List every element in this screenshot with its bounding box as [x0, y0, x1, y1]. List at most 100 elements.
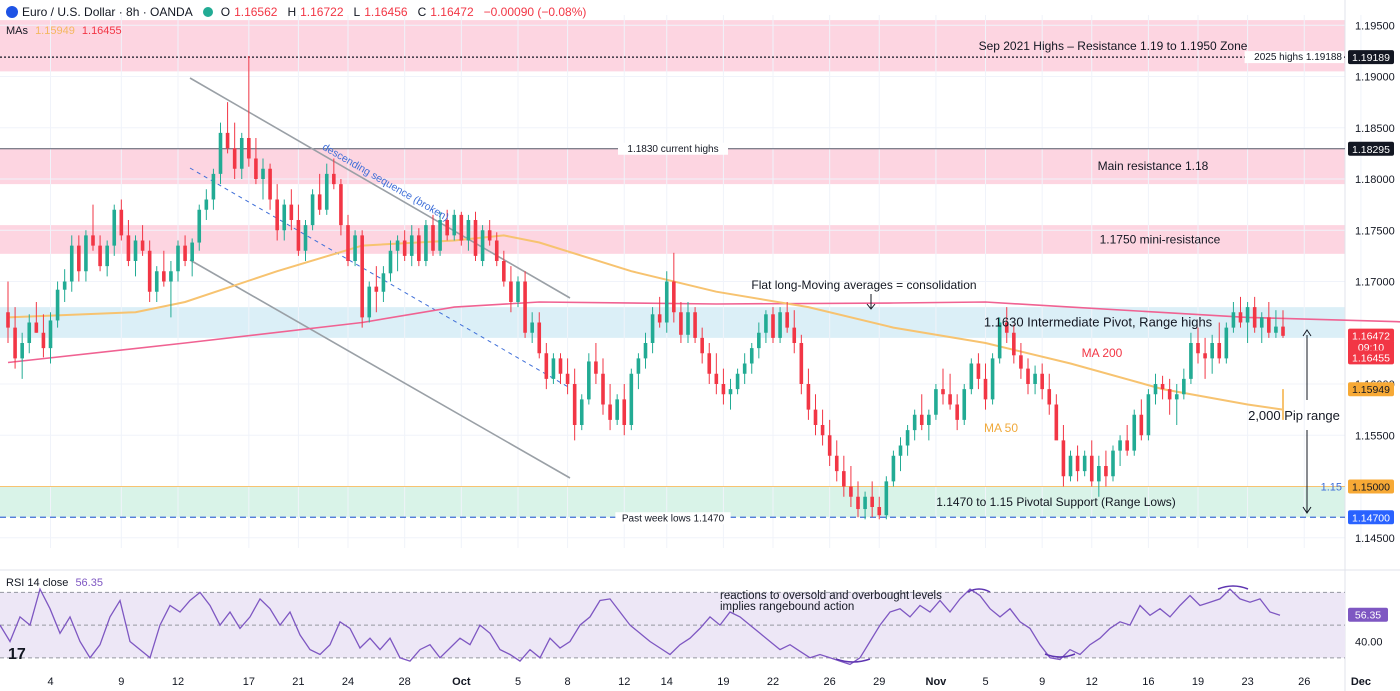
- candle-body: [1167, 389, 1172, 400]
- candle-body: [254, 158, 258, 179]
- candle-body: [438, 220, 442, 251]
- rsi-line: [0, 587, 1281, 666]
- candle-body: [941, 389, 945, 395]
- candle-body: [204, 199, 209, 210]
- symbol-header: Euro / U.S. Dollar · 8h · OANDA O 1.16562…: [6, 5, 592, 19]
- candle-body: [55, 289, 60, 321]
- mas-legend[interactable]: MAs 1.15949 1.16455: [6, 25, 122, 37]
- candle-body: [799, 343, 804, 384]
- candle-body: [778, 312, 782, 338]
- candle-body: [494, 240, 499, 261]
- price-label-box: [1348, 479, 1394, 494]
- price-label-text: 1.18295: [1352, 144, 1390, 156]
- candle-body: [516, 281, 520, 302]
- low-label: L: [353, 5, 361, 19]
- rsi-legend[interactable]: RSI 14 close 56.35: [6, 577, 103, 589]
- candle-body: [537, 322, 542, 354]
- time-tick-label: 14: [661, 676, 673, 688]
- candle-body: [112, 209, 117, 246]
- time-tick-label: 12: [618, 676, 630, 688]
- pip-range-arrow-up: [1302, 329, 1312, 400]
- time-tick-label: 8: [565, 676, 571, 688]
- candle-body: [169, 271, 173, 282]
- candle-body: [792, 327, 797, 343]
- candle-body: [388, 250, 393, 274]
- close-label: C: [417, 5, 427, 19]
- pivot-zone-label: 1.1630 Intermediate Pivot, Range highs: [984, 315, 1213, 330]
- time-tick-label: 21: [292, 676, 304, 688]
- channel-lower-line: [189, 259, 571, 479]
- high-value: 1.16722: [300, 5, 344, 19]
- candle-body: [1238, 312, 1243, 323]
- candle-body: [1182, 378, 1186, 395]
- candle-body: [140, 240, 145, 251]
- candle-body: [360, 235, 364, 318]
- price-label-text: 1.14700: [1352, 512, 1390, 524]
- candle-body: [1118, 440, 1122, 451]
- candle-body: [69, 245, 74, 282]
- candle-body: [41, 332, 46, 349]
- candle-body: [459, 214, 464, 241]
- ma50-label: MA 50: [984, 421, 1018, 435]
- candle-body: [84, 235, 88, 272]
- rsi-label: RSI 14 close: [6, 577, 69, 589]
- candle-body: [119, 209, 124, 236]
- candle-body: [700, 337, 704, 354]
- ma200-line: [7, 301, 1400, 364]
- candle-body: [133, 240, 138, 261]
- mas-label: MAs: [6, 25, 28, 37]
- rsi-value-box: [1348, 607, 1388, 622]
- candle-body: [275, 199, 279, 231]
- candle-body: [353, 235, 357, 261]
- candle-body: [310, 194, 315, 226]
- candle-body: [91, 235, 95, 246]
- mini-resistance-zone-label: 1.1750 mini-resistance: [1100, 232, 1221, 246]
- open-label: O: [220, 5, 231, 19]
- candle-body: [1231, 312, 1236, 328]
- candle-body: [686, 312, 690, 335]
- candle-body: [1033, 373, 1037, 384]
- candle-body: [983, 378, 988, 400]
- symbol-title[interactable]: Euro / U.S. Dollar · 8h · OANDA: [22, 5, 193, 19]
- candle-body: [551, 358, 556, 379]
- candle-body: [303, 225, 308, 251]
- time-tick-label: 5: [515, 676, 521, 688]
- candle-body: [1012, 332, 1016, 356]
- support-zone-label: 1.1470 to 1.15 Pivotal Support (Range Lo…: [936, 495, 1175, 509]
- candle-body: [1153, 384, 1158, 395]
- price-label-text: 1.16472: [1352, 331, 1390, 343]
- candle-body: [955, 404, 959, 420]
- rsi-pane: reactions to oversold and overbought lev…: [0, 585, 1345, 666]
- candle-body: [1089, 455, 1094, 482]
- candle-body: [1054, 404, 1059, 441]
- candle-body: [34, 322, 39, 333]
- candle-body: [409, 235, 414, 256]
- candle-body: [190, 242, 194, 261]
- candle-body: [417, 235, 421, 261]
- candle-body: [757, 332, 761, 349]
- candle-body: [601, 373, 605, 405]
- candle-body: [1019, 355, 1023, 369]
- price-label-text: 1.19189: [1352, 52, 1390, 64]
- candle-body: [27, 322, 32, 343]
- candle-body: [912, 414, 917, 431]
- candle-body: [225, 132, 230, 149]
- candle-body: [339, 184, 343, 226]
- candle-body: [735, 373, 740, 390]
- candle-body: [927, 414, 931, 425]
- sep-2021-zone: [0, 20, 1345, 72]
- candle-body: [650, 314, 655, 343]
- candle-body: [289, 204, 294, 220]
- candle-body: [785, 312, 789, 328]
- candle-body: [147, 250, 152, 292]
- candle-body: [197, 209, 202, 243]
- rsi-reaction-mark: [1044, 653, 1076, 658]
- high-label: H: [287, 5, 297, 19]
- channel-mid-line: [189, 167, 571, 389]
- candle-body: [480, 230, 485, 261]
- candle-body: [1281, 326, 1285, 336]
- axes-layer: 1.19500 1.19000 1.18500 1.18000 1.17500 1.170…: [47, 20, 1394, 688]
- past-week-lows-label-bg: [615, 512, 731, 525]
- ma50-line: [7, 234, 1284, 420]
- candle-body: [934, 389, 938, 415]
